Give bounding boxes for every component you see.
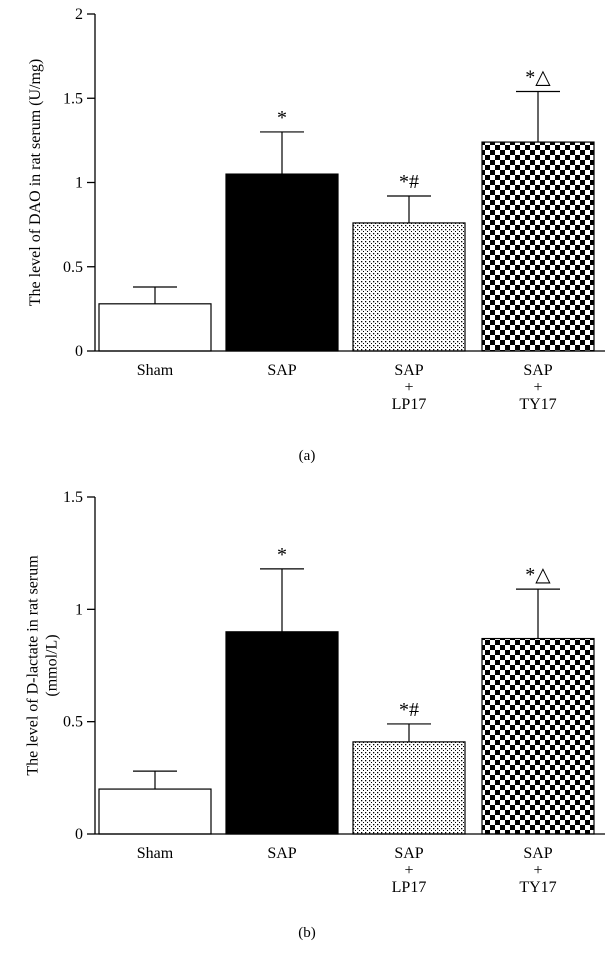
category-label-1-0: SAP <box>267 845 296 862</box>
category-label-0-0: Sham <box>137 845 174 862</box>
panel-label: (a) <box>299 448 316 464</box>
category-label-3-0: SAP <box>523 362 552 379</box>
category-label-3-1: + <box>533 862 542 879</box>
significance-label-2: *# <box>399 699 419 721</box>
y-tick-label-3: 1.5 <box>63 90 83 107</box>
y-axis-label-0: The level of DAO in rat serum (U/mg) <box>27 59 44 306</box>
y-tick-label-0: 0 <box>75 826 83 843</box>
category-label-0-0: Sham <box>137 362 174 379</box>
dao-bar-chart: Sham*SAP*#SAP+LP17*△SAP+TY1700.511.52The… <box>27 6 605 464</box>
category-label-2-0: SAP <box>394 362 423 379</box>
y-tick-label-1: 0.5 <box>63 259 83 276</box>
category-label-2-2: LP17 <box>392 879 427 896</box>
panel-label: (b) <box>298 925 316 941</box>
category-label-3-1: + <box>533 379 542 396</box>
significance-label-1: * <box>277 107 287 129</box>
y-tick-label-2: 1 <box>75 175 83 192</box>
category-label-3-2: TY17 <box>519 396 556 413</box>
significance-label-1: * <box>277 544 287 566</box>
y-axis-label-0: The level of D-lactate in rat serum <box>25 555 42 776</box>
y-tick-label-4: 2 <box>75 6 83 23</box>
y-axis-label-1: (mmol/L) <box>44 634 61 696</box>
bar-1 <box>225 173 339 352</box>
y-tick-label-1: 0.5 <box>63 714 83 731</box>
chart-panel-a: Sham * SAP *# SAP + LP17 *△ SAP + TY17 0 0.5 1 1.5 2 The… <box>0 0 614 470</box>
category-label-2-0: SAP <box>394 845 423 862</box>
significance-label-2: *# <box>399 171 419 193</box>
bar-3 <box>481 141 595 352</box>
bar-0 <box>98 788 212 835</box>
category-label-3-2: TY17 <box>519 879 556 896</box>
y-tick-label-3: 1.5 <box>63 489 83 506</box>
bar-0 <box>98 303 212 352</box>
bar-2 <box>352 222 466 352</box>
category-label-2-1: + <box>404 862 413 879</box>
y-tick-label-2: 1 <box>75 601 83 618</box>
bar-3 <box>481 637 595 835</box>
significance-label-3: *△ <box>525 67 551 89</box>
category-label-2-2: LP17 <box>392 396 427 413</box>
category-label-2-1: + <box>404 379 413 396</box>
bar-2 <box>352 741 466 835</box>
significance-label-3: *△ <box>525 564 551 586</box>
category-label-3-0: SAP <box>523 845 552 862</box>
d-lactate-bar-chart: Sham*SAP*#SAP+LP17*△SAP+TY1700.511.5The … <box>25 489 605 941</box>
category-label-1-0: SAP <box>267 362 296 379</box>
chart-panel-b: Sham * SAP *# SAP + LP17 *△ SAP + TY17 0 0.5 1 1.5 The … <box>0 475 614 953</box>
bar-1 <box>225 631 339 835</box>
y-tick-label-0: 0 <box>75 343 83 360</box>
